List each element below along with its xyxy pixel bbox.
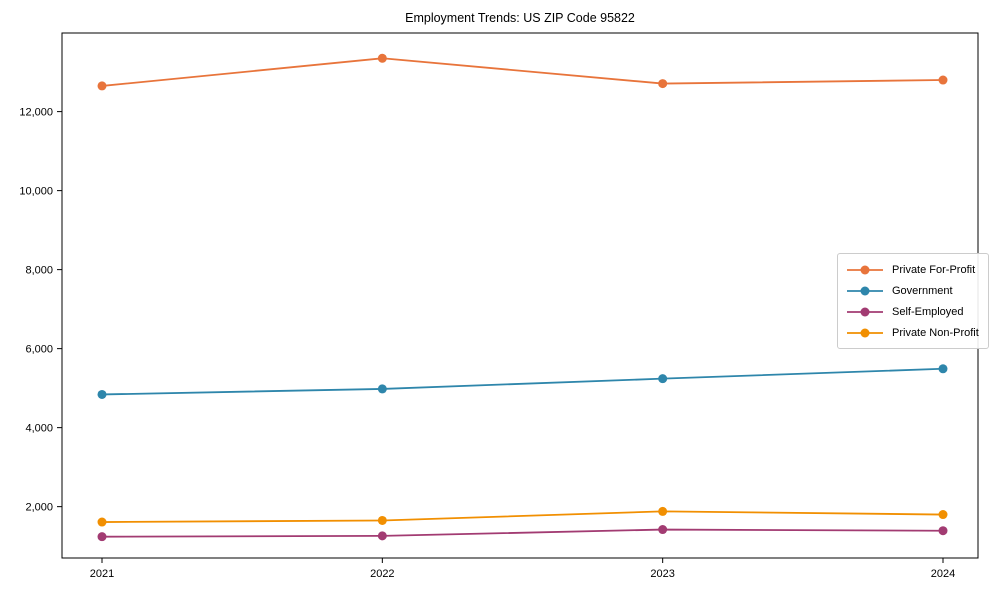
legend-line-marker-icon bbox=[847, 286, 883, 295]
legend-label-self-employed: Self-Employed bbox=[892, 305, 964, 318]
legend-line-marker-icon bbox=[847, 307, 883, 316]
x-tick-label: 2021 bbox=[90, 568, 114, 580]
legend-line-marker-icon bbox=[847, 265, 883, 274]
legend-item-private-non-profit: Private Non-Profit bbox=[846, 322, 979, 343]
data-point-self-employed bbox=[658, 525, 668, 535]
x-tick-label: 2024 bbox=[931, 568, 955, 580]
series-line-private-for-profit bbox=[101, 57, 944, 87]
data-point-private-for-profit bbox=[97, 81, 107, 91]
legend-label-government: Government bbox=[892, 284, 953, 297]
data-point-private-non-profit bbox=[377, 515, 387, 525]
y-tick-label: 8,000 bbox=[25, 264, 53, 276]
legend-line-marker-icon bbox=[847, 328, 883, 337]
y-tick-label: 4,000 bbox=[25, 422, 53, 434]
data-point-government bbox=[97, 389, 107, 399]
data-point-self-employed bbox=[97, 532, 107, 542]
legend-item-government: Government bbox=[846, 280, 979, 301]
legend-marker bbox=[860, 307, 870, 316]
series-line-government bbox=[101, 367, 944, 396]
y-tick-label: 6,000 bbox=[25, 343, 53, 355]
data-point-government bbox=[938, 364, 948, 374]
legend-marker bbox=[860, 328, 870, 337]
data-point-private-non-profit bbox=[658, 506, 668, 516]
data-point-private-for-profit bbox=[377, 53, 387, 63]
y-tick-label: 10,000 bbox=[19, 185, 53, 197]
data-point-private-for-profit bbox=[938, 75, 948, 85]
x-tick-label: 2023 bbox=[650, 568, 674, 580]
data-point-self-employed bbox=[938, 526, 948, 536]
data-point-private-non-profit bbox=[938, 510, 948, 520]
legend-marker bbox=[860, 265, 870, 274]
chart-title: Employment Trends: US ZIP Code 95822 bbox=[405, 11, 635, 25]
series-line-private-non-profit bbox=[101, 510, 944, 523]
data-point-private-for-profit bbox=[658, 79, 668, 89]
legend-item-self-employed: Self-Employed bbox=[846, 301, 979, 322]
series-line-self-employed bbox=[101, 528, 944, 538]
legend-label-private-non-profit: Private Non-Profit bbox=[892, 326, 979, 339]
legend-marker bbox=[860, 286, 870, 295]
data-point-government bbox=[658, 374, 668, 384]
legend: Private For-Profit Government Self-Employe… bbox=[837, 253, 989, 349]
data-point-private-non-profit bbox=[97, 517, 107, 527]
y-tick-label: 12,000 bbox=[19, 106, 53, 118]
data-point-self-employed bbox=[377, 531, 387, 541]
data-point-government bbox=[377, 384, 387, 394]
legend-item-private-for-profit: Private For-Profit bbox=[846, 259, 979, 280]
y-tick-label: 2,000 bbox=[25, 501, 53, 513]
x-tick-label: 2022 bbox=[370, 568, 394, 580]
legend-label-private-for-profit: Private For-Profit bbox=[892, 263, 976, 276]
